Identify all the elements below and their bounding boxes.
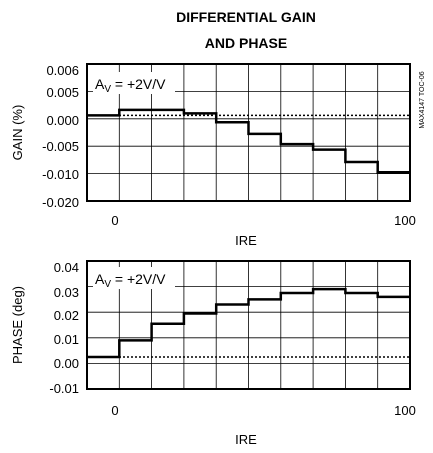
- gain-ytick-label: 0.000: [46, 113, 79, 128]
- phase-yaxis-label: PHASE (deg): [10, 286, 25, 364]
- gain-xaxis-label: IRE: [235, 233, 257, 248]
- gain-series-line: [87, 108, 410, 174]
- gain-ytick-label: -0.005: [42, 139, 79, 154]
- gain-ytick-label: -0.020: [42, 195, 79, 210]
- phase-xtick-label: 0: [111, 403, 118, 418]
- phase-ytick-label: 0.02: [54, 308, 79, 323]
- chart-title-line1: DIFFERENTIAL GAIN: [176, 9, 316, 25]
- phase-plot-frame: [86, 260, 411, 390]
- gain-yaxis-label: GAIN (%): [10, 105, 25, 161]
- phase-plot: AV = +2V/V 0.04 0.03 0.02 0.01 0.00 -0.0…: [10, 260, 416, 447]
- gain-ytick-label: 0.006: [46, 63, 79, 78]
- gain-annotation-background: [93, 72, 175, 94]
- phase-ytick-label: 0.00: [54, 356, 79, 371]
- gain-ytick-label: -0.010: [42, 167, 79, 182]
- phase-series-line: [87, 287, 410, 359]
- phase-annotation-background: [93, 267, 175, 289]
- phase-ytick-label: 0.04: [54, 260, 79, 275]
- part-code-label: MAX4147 TOC-06: [419, 71, 426, 128]
- gain-ytick-label: 0.005: [46, 85, 79, 100]
- phase-ytick-label: 0.01: [54, 332, 79, 347]
- gain-xtick-label: 100: [394, 213, 416, 228]
- chart-title-line2: AND PHASE: [205, 35, 287, 51]
- gain-annotation: AV = +2V/V: [93, 72, 175, 95]
- gain-plot-frame: [86, 63, 411, 202]
- phase-xaxis-label: IRE: [235, 432, 257, 447]
- phase-annotation: AV = +2V/V: [93, 267, 175, 290]
- gain-plot: AV = +2V/V 0.006 0.005 0.000 -0.005 -0.0…: [10, 63, 426, 248]
- phase-ytick-label: 0.03: [54, 285, 79, 300]
- phase-xtick-label: 100: [394, 403, 416, 418]
- phase-ytick-label: -0.01: [49, 381, 79, 396]
- phase-annotation-text: AV = +2V/V: [95, 271, 166, 290]
- gain-annotation-text: AV = +2V/V: [95, 76, 166, 95]
- gain-xtick-label: 0: [111, 213, 118, 228]
